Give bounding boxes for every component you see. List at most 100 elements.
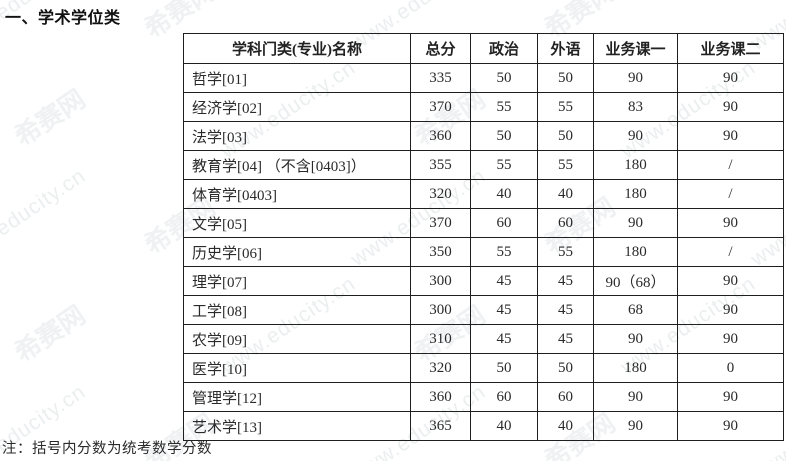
score-cell: 180 [593, 353, 678, 383]
score-cell: 50 [537, 121, 594, 151]
score-cell: 40 [537, 179, 594, 209]
table-row: 管理学[12] 360 60 60 90 90 [183, 382, 784, 412]
score-cell: 45 [537, 324, 594, 354]
table-row: 教育学[04] （不含[0403]） 355 55 55 180/ [183, 150, 784, 180]
column-header: 业务课一 [593, 33, 678, 64]
score-cell: 90 [593, 411, 678, 441]
discipline-name-cell: 体育学[0403] [183, 179, 411, 209]
table-row: 哲学[01] 335 50 50 90 90 [183, 63, 784, 93]
score-cell: 60 [537, 208, 594, 238]
score-cell: 0 [677, 353, 784, 383]
table-row: 经济学[02] 370 55 55 83 90 [183, 92, 784, 122]
score-cell: 50 [470, 353, 538, 383]
score-cell: 50 [470, 121, 538, 151]
score-cell: 45 [470, 295, 538, 325]
table-row: 艺术学[13] 365 40 40 90 90 [183, 411, 784, 441]
page-title: 一、学术学位类 [5, 10, 121, 27]
score-cell: 335 [410, 63, 471, 93]
score-cell: 50 [537, 63, 594, 93]
table-row: 体育学[0403] 320 40 40 180/ [183, 179, 784, 209]
score-cell: 90 [677, 324, 784, 354]
score-cell: 55 [470, 150, 538, 180]
table-row: 农学[09] 310 45 45 90 90 [183, 324, 784, 354]
column-header: 总分 [410, 33, 471, 64]
table-row: 医学[10] 320 50 50 180 0 [183, 353, 784, 383]
discipline-name-cell: 理学[07] [183, 266, 411, 296]
score-cell: 55 [537, 150, 594, 180]
score-cell: 45 [470, 324, 538, 354]
table-row: 法学[03] 360 50 50 90 90 [183, 121, 784, 151]
score-cell: 365 [410, 411, 471, 441]
score-cell: 300 [410, 295, 471, 325]
discipline-name-cell: 哲学[01] [183, 63, 411, 93]
score-table-header: 学科门类(专业)名称 总分 政治 外语 业务课一 业务课二 [183, 33, 784, 64]
score-cell: 45 [537, 295, 594, 325]
score-cell: 90 [593, 208, 678, 238]
watermark-brand-text: 希赛网 [9, 299, 91, 368]
discipline-name-cell: 艺术学[13] [183, 411, 411, 441]
score-cell: 90 [677, 92, 784, 122]
score-cell: 40 [470, 411, 538, 441]
score-cell: / [677, 150, 784, 180]
score-cell: 90 [593, 121, 678, 151]
discipline-name-cell: 工学[08] [183, 295, 411, 325]
score-cell: 320 [410, 179, 471, 209]
score-cell: 90 [593, 63, 678, 93]
column-header: 业务课二 [677, 33, 784, 64]
discipline-name-cell: 医学[10] [183, 353, 411, 383]
score-cell: 360 [410, 121, 471, 151]
score-cell: 180 [593, 179, 678, 209]
score-cell: 360 [410, 382, 471, 412]
score-cell: 90 [677, 295, 784, 325]
discipline-name-cell: 法学[03] [183, 121, 411, 151]
column-header: 政治 [470, 33, 538, 64]
score-cell: 68 [593, 295, 678, 325]
discipline-name-cell: 农学[09] [183, 324, 411, 354]
score-cell: 320 [410, 353, 471, 383]
score-cell: / [677, 237, 784, 267]
header-row: 学科门类(专业)名称 总分 政治 外语 业务课一 业务课二 [183, 33, 784, 64]
score-cell: 83 [593, 92, 678, 122]
column-header: 外语 [537, 33, 594, 64]
score-cell: 50 [537, 353, 594, 383]
score-cell: 40 [537, 411, 594, 441]
score-cell: 370 [410, 208, 471, 238]
score-cell: 300 [410, 266, 471, 296]
footnote: 注：括号内分数为统考数学分数 [2, 441, 212, 457]
score-cell: 90 [677, 121, 784, 151]
discipline-name-cell: 管理学[12] [183, 382, 411, 412]
score-cell: 55 [537, 237, 594, 267]
watermark-url-text: www.educity.cn [0, 164, 90, 272]
score-cell: 90 [593, 324, 678, 354]
score-cell: 355 [410, 150, 471, 180]
score-cell: 370 [410, 92, 471, 122]
score-cell: 180 [593, 150, 678, 180]
score-table-body: 哲学[01] 335 50 50 90 90 经济学[02] 370 55 55 83 90 法学[03… [183, 63, 784, 441]
score-cell: 45 [470, 266, 538, 296]
discipline-name-cell: 经济学[02] [183, 92, 411, 122]
score-cell: 50 [470, 63, 538, 93]
table-row: 文学[05] 370 60 60 90 90 [183, 208, 784, 238]
score-table: 学科门类(专业)名称 总分 政治 外语 业务课一 业务课二 哲学[01] 335 50 50 90… [183, 33, 784, 441]
score-cell: 90 [677, 382, 784, 412]
discipline-name-cell: 教育学[04] （不含[0403]） [183, 150, 411, 180]
table-row: 理学[07] 300 45 45 90（68） 90 [183, 266, 784, 296]
watermark-brand-text: 希赛网 [9, 83, 91, 152]
discipline-name-cell: 文学[05] [183, 208, 411, 238]
discipline-name-cell: 历史学[06] [183, 237, 411, 267]
score-cell: 55 [470, 237, 538, 267]
score-cell: 60 [470, 382, 538, 412]
score-cell: 90 [677, 411, 784, 441]
score-cell: 310 [410, 324, 471, 354]
score-cell: 55 [537, 92, 594, 122]
score-cell: 40 [470, 179, 538, 209]
score-cell: 55 [470, 92, 538, 122]
table-row: 工学[08] 300 45 45 68 90 [183, 295, 784, 325]
score-cell: 180 [593, 237, 678, 267]
table-row: 历史学[06] 350 55 55 180/ [183, 237, 784, 267]
score-cell: 90 [677, 63, 784, 93]
score-cell: 350 [410, 237, 471, 267]
score-cell: 45 [537, 266, 594, 296]
score-cell: 90 [677, 208, 784, 238]
score-cell: / [677, 179, 784, 209]
